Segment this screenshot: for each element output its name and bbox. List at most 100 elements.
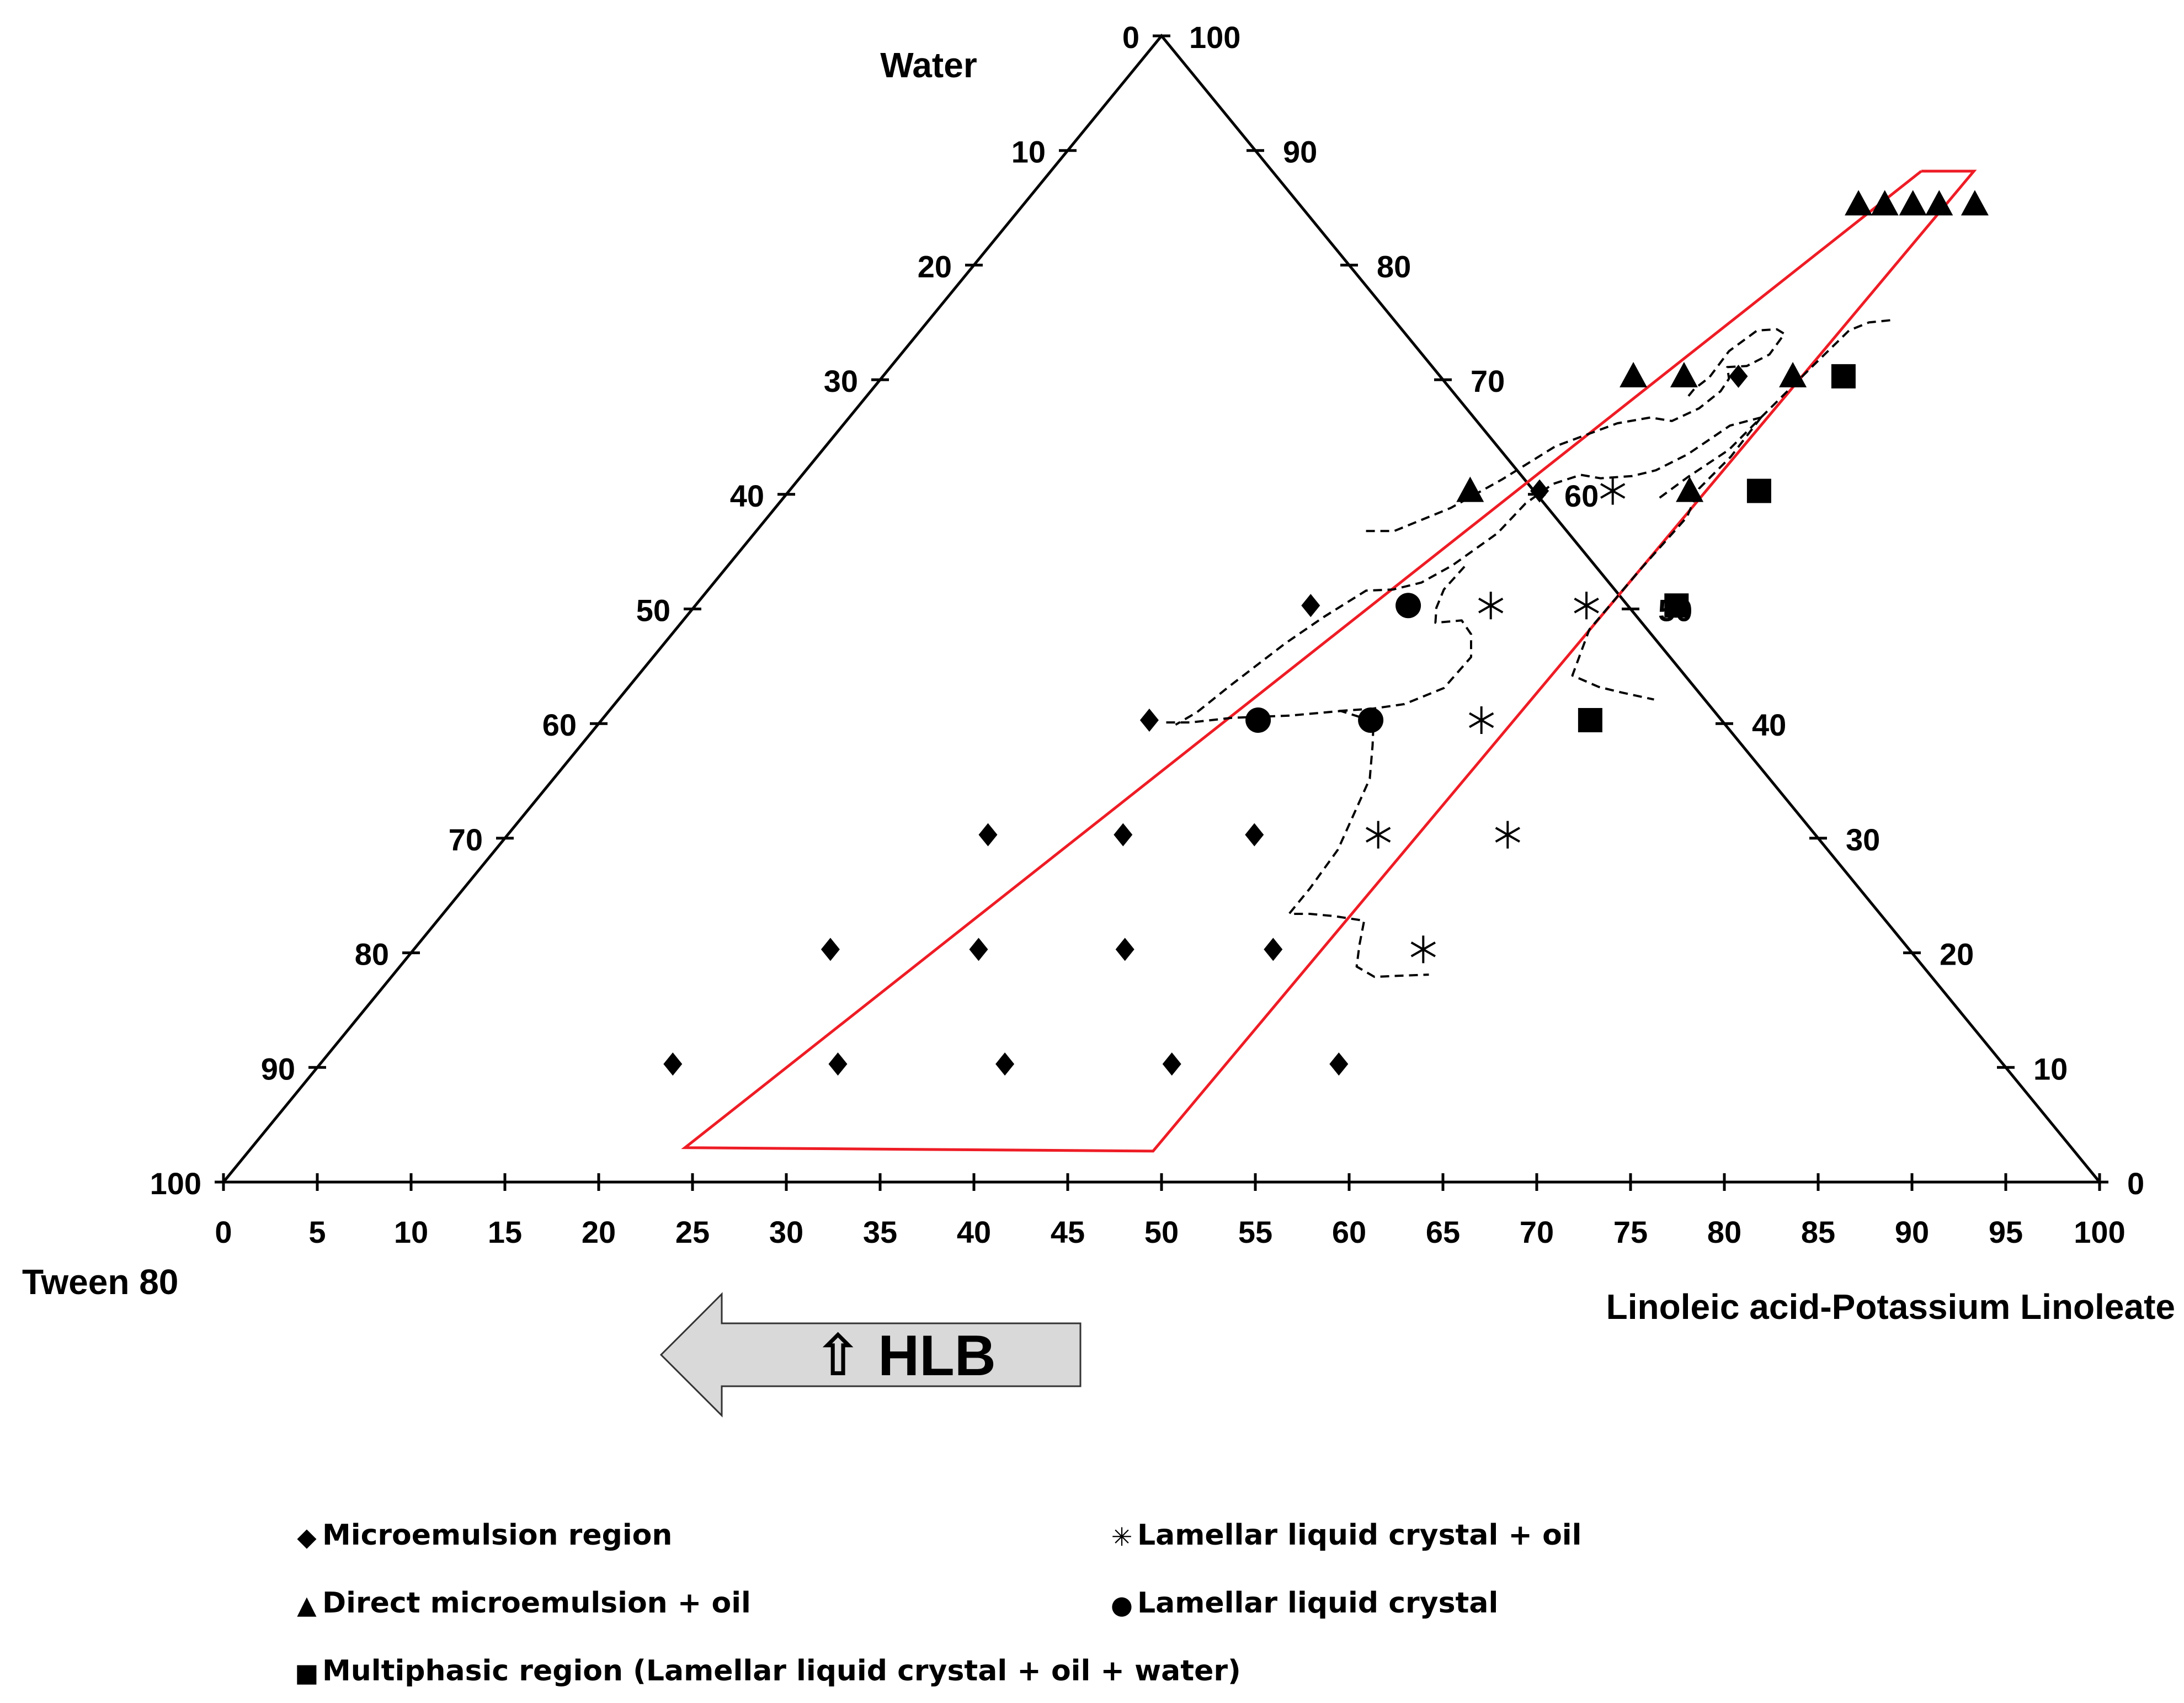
- microemulsion-point: [663, 1052, 683, 1076]
- legend-label-microemulsion: Microemulsion region: [322, 1519, 673, 1552]
- microemulsion-point: [978, 823, 998, 847]
- legend-symbol-direct: ▲: [297, 1590, 317, 1620]
- bottom-axis-tick-label: 65: [1426, 1215, 1460, 1249]
- direct-microemulsion-point: [1670, 361, 1698, 387]
- lamellar-oil-stroke: [1600, 483, 1626, 499]
- direct-microemulsion-point: [1899, 190, 1927, 216]
- hlb-arrow-label: ⇧ HLB: [814, 1324, 996, 1388]
- microemulsion-point: [969, 938, 988, 961]
- bottom-axis-tick-label: 70: [1520, 1215, 1554, 1249]
- legend-symbol-lamellar_oil: ✳: [1111, 1522, 1133, 1552]
- microemulsion-point: [1301, 594, 1320, 618]
- right-axis-tick-label: 30: [1846, 822, 1880, 857]
- apex-labels: Water Tween 80 Linoleic acid-Potassium L…: [22, 45, 2175, 1327]
- red-region-outline: [681, 169, 1977, 1153]
- right-axis-tick-label: 80: [1377, 249, 1411, 284]
- lamellar-oil-point: [1469, 706, 1494, 734]
- bottom-axis-tick-label: 85: [1801, 1215, 1835, 1249]
- microemulsion-point: [1245, 823, 1264, 847]
- lamellar-oil-point: [1366, 821, 1391, 849]
- direct-microemulsion-point: [1925, 190, 1953, 216]
- lamellar-oil-point: [1478, 592, 1504, 620]
- microemulsion-point: [1115, 938, 1134, 961]
- microemulsion-point: [1139, 708, 1159, 732]
- left-axis-tick-label: 0: [1122, 20, 1139, 55]
- bottom-axis-tick-label: 0: [215, 1215, 232, 1249]
- microemulsion-point: [1264, 938, 1283, 961]
- left-axis-tick-label: 60: [542, 707, 577, 742]
- legend-symbol-microemulsion: ◆: [297, 1522, 317, 1552]
- red-region: [681, 169, 1977, 1153]
- microemulsion-point: [1729, 364, 1748, 388]
- direct-microemulsion-point: [1456, 476, 1484, 502]
- lamellar-oil-point: [1574, 592, 1599, 620]
- phase-boundary-dashed: [1571, 417, 1762, 701]
- legend-label-lamellar_oil: Lamellar liquid crystal + oil: [1137, 1519, 1582, 1552]
- data-points: [663, 190, 1989, 1076]
- multiphasic-point: [1664, 593, 1689, 618]
- bottom-axis-tick-label: 40: [957, 1215, 991, 1249]
- phase-boundary-dashed: [1175, 416, 1762, 726]
- lamellar-oil-point: [1600, 477, 1626, 505]
- triangle-outline: [220, 34, 2103, 1184]
- left-axis-tick-label: 20: [918, 249, 952, 284]
- direct-microemulsion-point: [1676, 476, 1704, 502]
- direct-microemulsion-point: [1871, 190, 1899, 216]
- phase-boundary-dashed: [1339, 566, 1472, 712]
- lamellar-oil-stroke: [1495, 827, 1520, 843]
- bottom-axis-tick-label: 80: [1707, 1215, 1741, 1249]
- lamellar-oil-stroke: [1478, 598, 1504, 614]
- bottom-axis-tick-label: 90: [1895, 1215, 1929, 1249]
- legend-label-direct: Direct microemulsion + oil: [322, 1587, 751, 1620]
- left-axis-tick-label: 80: [355, 937, 389, 972]
- bottom-axis-tick-label: 35: [863, 1215, 897, 1249]
- lamellar-oil-stroke: [1410, 941, 1436, 957]
- phase-boundary-dashed: [1166, 710, 1429, 978]
- microemulsion-point: [995, 1052, 1015, 1076]
- right-axis-tick-label: 90: [1283, 135, 1317, 169]
- multiphasic-point: [1746, 478, 1771, 503]
- apex-label-linoleic: Linoleic acid-Potassium Linoleate: [1606, 1287, 2175, 1327]
- bottom-axis-tick-label: 30: [769, 1215, 803, 1249]
- microemulsion-point: [1162, 1052, 1181, 1076]
- legend-item-lamellar_oil: ✳ Lamellar liquid crystal + oil: [1106, 1519, 1582, 1552]
- legend-label-lamellar: Lamellar liquid crystal: [1137, 1587, 1499, 1620]
- bottom-axis-tick-label: 25: [675, 1215, 710, 1249]
- lamellar-point: [1395, 593, 1421, 619]
- apex-label-tween80: Tween 80: [22, 1262, 178, 1302]
- lamellar-point: [1245, 707, 1271, 733]
- right-axis-tick-label: 0: [2127, 1166, 2144, 1201]
- bottom-axis-tick-label: 75: [1613, 1215, 1648, 1249]
- right-axis-tick-label: 40: [1752, 707, 1786, 742]
- microemulsion-point: [821, 938, 840, 961]
- legend-item-lamellar: ● Lamellar liquid crystal: [1106, 1587, 1498, 1620]
- lamellar-oil-stroke: [1366, 827, 1391, 843]
- bottom-axis-tick-label: 100: [2074, 1215, 2125, 1249]
- bottom-axis-tick-label: 60: [1332, 1215, 1366, 1249]
- bottom-axis-tick-label: 5: [308, 1215, 326, 1249]
- lamellar-oil-stroke: [1574, 598, 1599, 614]
- hlb-arrow: ⇧ HLB: [659, 1292, 1082, 1418]
- right-axis-tick-label: 20: [1940, 937, 1974, 972]
- bottom-axis-tick-label: 50: [1144, 1215, 1179, 1249]
- left-axis-tick-label: 10: [1011, 135, 1046, 169]
- legend-item-microemulsion: ◆ Microemulsion region: [291, 1519, 672, 1552]
- phase-boundaries: [1166, 319, 1892, 978]
- lamellar-point: [1358, 707, 1384, 733]
- left-axis-tick-label: 90: [261, 1051, 295, 1086]
- axis-ticks: 0102030405060708090100100908070605040302…: [150, 20, 2145, 1249]
- direct-microemulsion-point: [1845, 190, 1873, 216]
- left-axis-tick-label: 30: [824, 364, 858, 398]
- right-axis-tick-label: 10: [2033, 1051, 2068, 1086]
- bottom-axis-tick-label: 10: [394, 1215, 428, 1249]
- bottom-axis-tick-label: 55: [1238, 1215, 1272, 1249]
- hlb-arrow-shape: [659, 1292, 1082, 1418]
- right-axis-tick-label: 70: [1471, 364, 1505, 398]
- direct-microemulsion-point: [1620, 361, 1648, 387]
- multiphasic-point: [1578, 707, 1602, 732]
- left-axis-tick-label: 40: [730, 478, 764, 513]
- left-axis-tick-label: 100: [150, 1166, 201, 1201]
- microemulsion-point: [1329, 1052, 1349, 1076]
- legend-label-multiphasic: Multiphasic region (Lamellar liquid crys…: [322, 1654, 1241, 1688]
